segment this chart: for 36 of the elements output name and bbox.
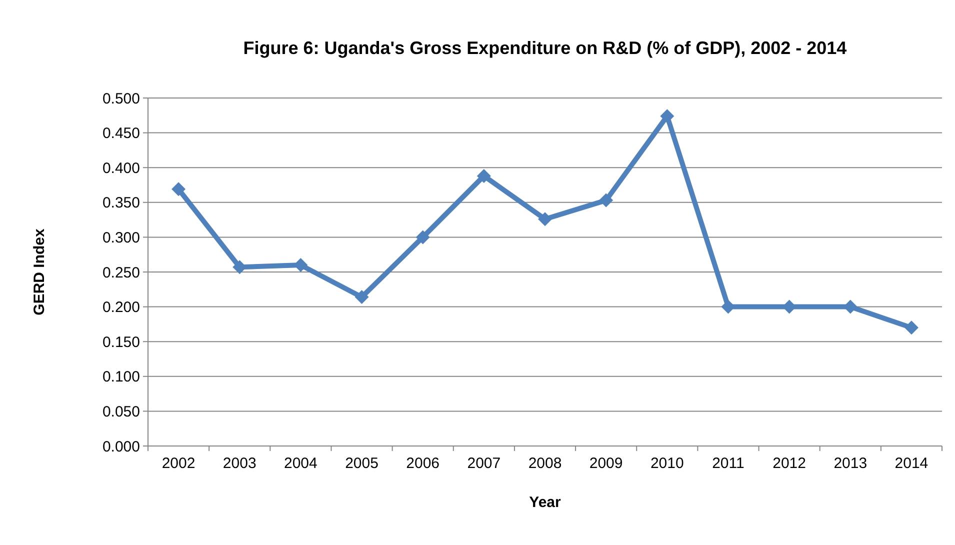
point xyxy=(538,212,552,226)
y-tick-label: 0.350 xyxy=(102,194,140,212)
y-tick-label: 0.500 xyxy=(102,90,140,108)
x-tick-label: 2002 xyxy=(162,455,196,472)
point xyxy=(294,258,308,272)
point xyxy=(416,230,430,244)
point xyxy=(172,182,186,196)
x-tick-label: 2008 xyxy=(528,455,562,472)
x-tick-label: 2006 xyxy=(406,455,440,472)
y-tick-label: 0.150 xyxy=(102,334,140,351)
y-tick-label: 0.200 xyxy=(102,299,140,316)
x-tick-label: 2005 xyxy=(345,455,378,472)
y-tick-label: 0.300 xyxy=(102,229,140,246)
x-tick-label: 2004 xyxy=(284,455,318,472)
x-tick-label: 2013 xyxy=(834,455,868,472)
point xyxy=(599,193,614,208)
point xyxy=(354,290,369,304)
point xyxy=(904,320,918,335)
y-tick-label: 0.400 xyxy=(102,160,140,177)
y-tick-label: 0.050 xyxy=(102,403,140,420)
y-tick-label: 0.250 xyxy=(102,264,140,282)
point xyxy=(476,168,491,183)
x-tick-label: 2010 xyxy=(650,455,684,472)
x-tick-label: 2003 xyxy=(222,455,256,472)
x-tick-label: 2007 xyxy=(467,455,501,472)
point xyxy=(660,109,674,124)
y-tick-label: 0.100 xyxy=(102,368,140,386)
y-axis-title: GERD Index xyxy=(31,228,48,316)
x-tick-label: 2012 xyxy=(772,455,806,472)
y-tick-label: 0.000 xyxy=(102,438,140,456)
y-tick-label: 0.450 xyxy=(102,125,140,142)
chart-title: Figure 6: Uganda's Gross Expenditure on R&D (% of GDP), 2002 - 2014 xyxy=(243,38,847,58)
x-tick-label: 2009 xyxy=(589,455,623,472)
x-axis-title: Year xyxy=(529,494,562,511)
x-tick-label: 2014 xyxy=(894,455,928,472)
x-tick-label: 2011 xyxy=(712,455,744,472)
